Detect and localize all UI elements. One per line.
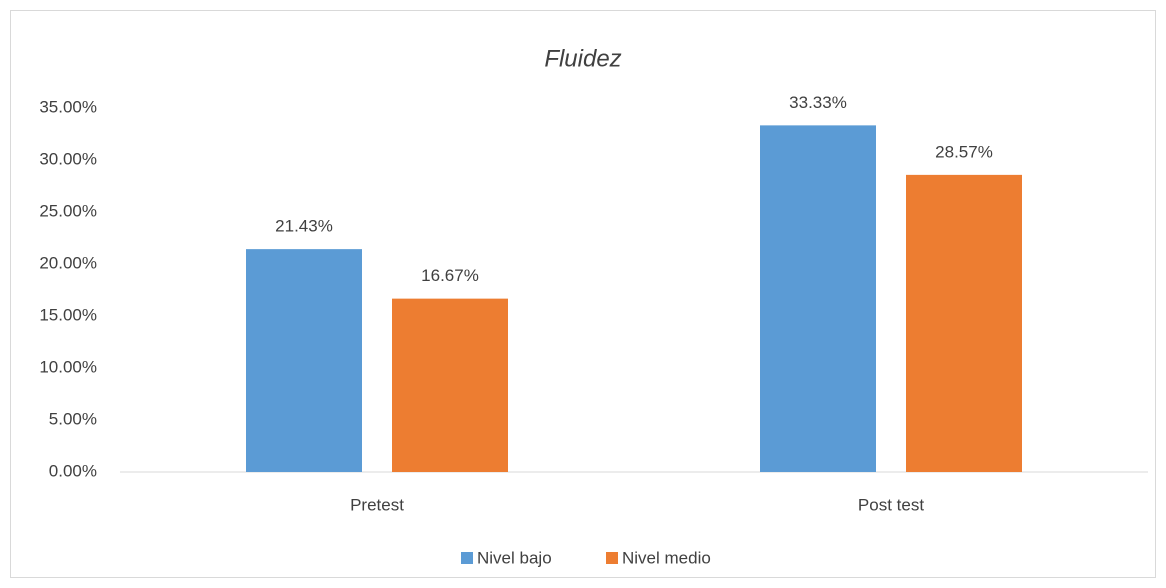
x-tick-label: Pretest [350, 495, 404, 514]
value-label: 16.67% [421, 266, 479, 285]
y-tick-label: 30.00% [39, 149, 97, 168]
legend-label: Nivel medio [622, 548, 711, 567]
bar [246, 249, 362, 472]
bar [906, 174, 1022, 472]
y-tick-label: 20.00% [39, 253, 97, 272]
x-tick-label: Post test [858, 495, 924, 514]
chart-title: Fluidez [544, 45, 621, 72]
legend-label: Nivel bajo [477, 548, 552, 567]
bar [392, 298, 508, 472]
y-tick-label: 0.00% [49, 461, 97, 480]
legend-swatch [461, 552, 473, 564]
y-tick-label: 10.00% [39, 357, 97, 376]
value-label: 21.43% [275, 217, 333, 236]
y-tick-label: 25.00% [39, 201, 97, 220]
legend-swatch [606, 552, 618, 564]
value-label: 28.57% [935, 142, 993, 161]
y-tick-label: 5.00% [49, 409, 97, 428]
value-label: 33.33% [789, 93, 847, 112]
y-tick-label: 15.00% [39, 305, 97, 324]
y-tick-label: 35.00% [39, 97, 97, 116]
bar [760, 125, 876, 473]
